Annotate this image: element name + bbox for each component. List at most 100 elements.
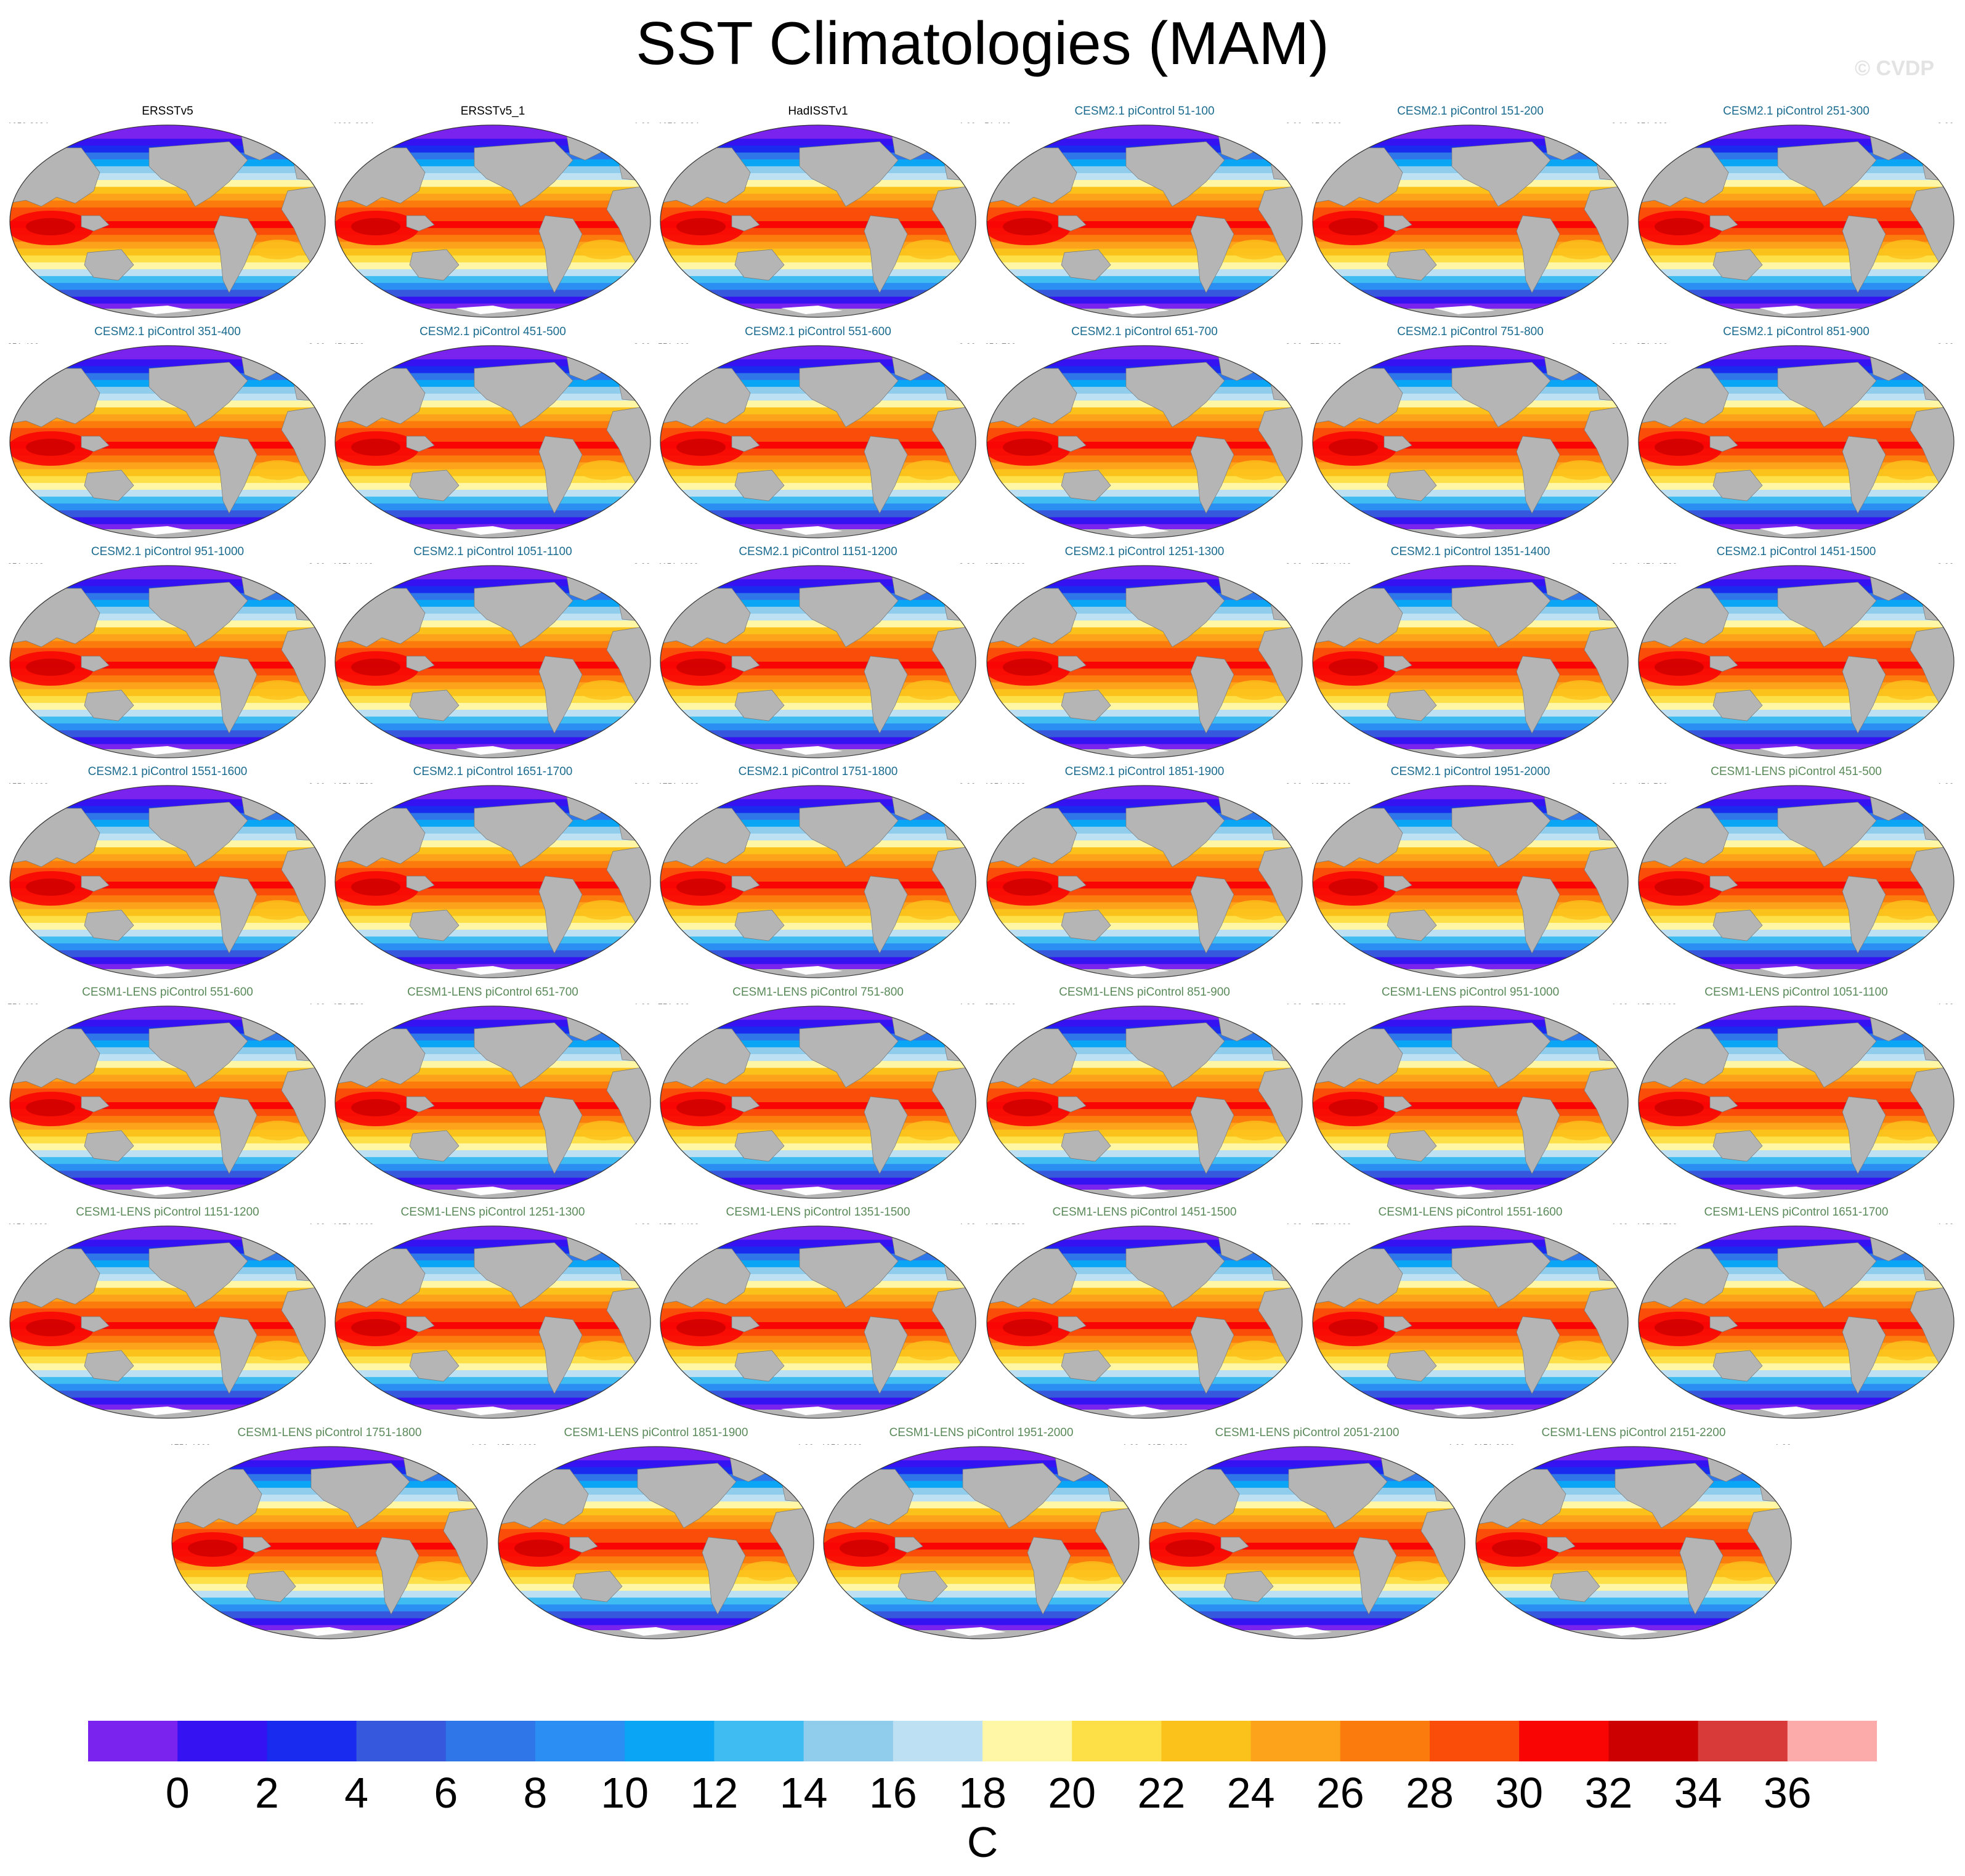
panel-title: CESM2.1 piControl 1451-1500 (1716, 545, 1876, 558)
panel-title: CESM1-LENS piControl 2051-2100 (1215, 1426, 1400, 1439)
map-panel: CESM2.1 piControl 1851-19001851-1900r=0.… (984, 765, 1305, 981)
sst-map (1636, 784, 1956, 980)
sst-map (1636, 1224, 1956, 1420)
panel-title: CESM2.1 piControl 151-200 (1397, 105, 1544, 118)
colorbar-swatch (267, 1721, 357, 1761)
panel-title: CESM1-LENS piControl 1951-2000 (889, 1426, 1074, 1439)
map-panel: CESM2.1 piControl 51-10051-100r=0.99 (984, 105, 1305, 320)
sst-map (984, 784, 1305, 980)
panel-title: CESM2.1 piControl 1051-1100 (413, 545, 572, 558)
sst-map (1310, 1004, 1631, 1200)
sst-map (169, 1445, 490, 1641)
panel-title: CESM1-LENS piControl 451-500 (1711, 765, 1882, 778)
panel-title: CESM2.1 piControl 351-400 (94, 325, 241, 338)
panel-title: CESM1-LENS piControl 1351-1500 (726, 1206, 910, 1219)
sst-map (7, 344, 328, 540)
sst-map (7, 784, 328, 980)
sst-map (658, 1004, 978, 1200)
sst-map (7, 123, 328, 319)
sst-map (984, 123, 1305, 319)
colorbar-swatch (1430, 1721, 1520, 1761)
sst-map (658, 123, 978, 319)
map-panel: CESM1-LENS piControl 2151-22002151-2200r… (1473, 1426, 1794, 1642)
sst-map (333, 1004, 653, 1200)
sst-map (658, 564, 978, 760)
panel-title: CESM2.1 piControl 1651-1700 (413, 765, 573, 778)
map-panel: CESM2.1 piControl 1351-14001351-1400r=0.… (1310, 545, 1631, 761)
panel-title: CESM2.1 piControl 951-1000 (91, 545, 245, 558)
sst-map (1310, 784, 1631, 980)
panel-title: CESM1-LENS piControl 1051-1100 (1704, 986, 1888, 999)
panel-title: CESM1-LENS piControl 551-600 (82, 986, 253, 999)
map-panel: CESM1-LENS piControl 2051-21002051-2100r… (1147, 1426, 1467, 1642)
panel-title: CESM1-LENS piControl 1651-1700 (1704, 1206, 1889, 1219)
map-panel: CESM1-LENS piControl 1951-20001951-2000r… (821, 1426, 1141, 1642)
colorbar (88, 1721, 1877, 1761)
map-panel: CESM1-LENS piControl 451-500451-500r=1.0… (1636, 765, 1956, 981)
map-panel: CESM2.1 piControl 351-400351-400r=0.99 (7, 325, 328, 541)
map-panel: CESM2.1 piControl 251-300251-300r=0.99 (1636, 105, 1956, 320)
sst-map (1636, 1004, 1956, 1200)
map-panel: CESM2.1 piControl 1151-12001151-1200r=0.… (658, 545, 978, 761)
sst-map (333, 564, 653, 760)
sst-map (1310, 1224, 1631, 1420)
panel-title: CESM1-LENS piControl 651-700 (407, 986, 578, 999)
sst-map (658, 1224, 978, 1420)
sst-map (1310, 564, 1631, 760)
colorbar-swatch (1340, 1721, 1430, 1761)
panel-title: CESM2.1 piControl 1151-1200 (739, 545, 897, 558)
map-panel: HadISSTv11979-2024r=1.00 (658, 105, 978, 320)
panel-title: CESM1-LENS piControl 2151-2200 (1541, 1426, 1726, 1439)
sst-map (333, 1224, 653, 1420)
map-panel: CESM1-LENS piControl 1851-19001851-1900r… (496, 1426, 816, 1642)
sst-map (333, 784, 653, 980)
panel-title: CESM1-LENS piControl 1851-1900 (564, 1426, 748, 1439)
map-panel: CESM1-LENS piControl 1551-16001551-1600r… (1310, 1206, 1631, 1421)
panel-title: CESM1-LENS piControl 1251-1300 (400, 1206, 585, 1219)
colorbar-tick-label: 12 (690, 1769, 739, 1817)
sst-map (7, 1224, 328, 1420)
colorbar-swatch (1250, 1721, 1341, 1761)
panel-title: ERSSTv5_1 (460, 105, 525, 118)
panel-title: CESM2.1 piControl 251-300 (1723, 105, 1870, 118)
panel-title: CESM2.1 piControl 751-800 (1397, 325, 1544, 338)
map-panel: ERSSTv5_11900-2024r=1.00 (333, 105, 653, 320)
sst-map (984, 1224, 1305, 1420)
panel-title: CESM2.1 piControl 1751-1800 (738, 765, 898, 778)
colorbar-tick-label: 8 (523, 1769, 548, 1817)
colorbar-tick-label: 34 (1674, 1769, 1722, 1817)
sst-map (658, 344, 978, 540)
colorbar-swatch (1608, 1721, 1699, 1761)
map-panel: CESM1-LENS piControl 1451-15001451-1500r… (984, 1206, 1305, 1421)
colorbar-tick-label: 16 (869, 1769, 917, 1817)
map-panel: CESM1-LENS piControl 651-700651-700r=1.0… (333, 986, 653, 1201)
panel-title: CESM2.1 piControl 1351-1400 (1390, 545, 1550, 558)
map-panel: CESM1-LENS piControl 951-1000951-1000r=1… (1310, 986, 1631, 1201)
panel-title: CESM1-LENS piControl 851-900 (1059, 986, 1230, 999)
map-panel-grid: ERSSTv51950-2024ERSSTv5_11900-2024r=1.00… (7, 105, 1956, 1642)
panel-title: CESM2.1 piControl 1851-1900 (1064, 765, 1225, 778)
map-panel: CESM2.1 piControl 451-500451-500r=0.99 (333, 325, 653, 541)
panel-title: CESM1-LENS piControl 951-1000 (1381, 986, 1560, 999)
map-panel: CESM1-LENS piControl 751-800751-800r=1.0… (658, 986, 978, 1201)
colorbar-tick-label: 32 (1584, 1769, 1633, 1817)
map-panel: CESM2.1 piControl 1951-20001951-2000r=0.… (1310, 765, 1631, 981)
sst-map (984, 564, 1305, 760)
sst-map (984, 1004, 1305, 1200)
panel-title: CESM2.1 piControl 451-500 (419, 325, 566, 338)
colorbar-tick-label: 18 (958, 1769, 1007, 1817)
map-panel: CESM2.1 piControl 551-600551-600r=0.99 (658, 325, 978, 541)
panel-title: CESM1-LENS piControl 1151-1200 (76, 1206, 259, 1219)
map-panel: CESM2.1 piControl 951-1000951-1000r=0.99 (7, 545, 328, 761)
colorbar-tick-label: 22 (1137, 1769, 1186, 1817)
map-panel: CESM2.1 piControl 851-900851-900r=0.99 (1636, 325, 1956, 541)
colorbar-swatch (1519, 1721, 1609, 1761)
sst-map (1636, 123, 1956, 319)
colorbar-swatch (356, 1721, 447, 1761)
sst-map (333, 344, 653, 540)
colorbar-swatch (803, 1721, 894, 1761)
map-panel: CESM1-LENS piControl 1351-15001351-1400r… (658, 1206, 978, 1421)
sst-map (496, 1445, 816, 1641)
map-panel: CESM2.1 piControl 1451-15001451-1500r=0.… (1636, 545, 1956, 761)
sst-map (658, 784, 978, 980)
